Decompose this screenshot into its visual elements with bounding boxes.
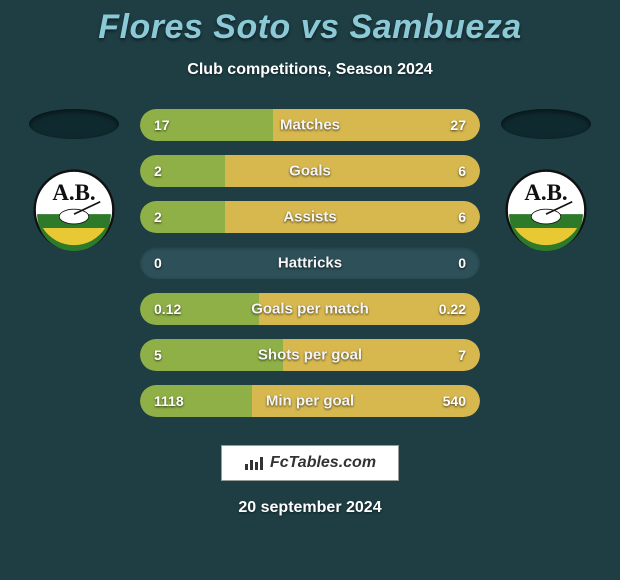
stat-row: 2 6 Goals [140,155,480,187]
stat-label: Goals per match [251,301,369,318]
stat-bar-right [225,201,480,233]
svg-text:A.B.: A.B. [52,180,95,205]
stat-value-right: 0.22 [439,301,466,317]
stat-value-left: 2 [154,209,162,225]
stat-value-right: 6 [458,163,466,179]
content-row: A.B. 17 27 Matches 2 6 Goals 2 6 Assists 0 0 Hattri… [0,109,620,417]
comparison-infographic: Flores Soto vs Sambueza Club competition… [0,0,620,580]
stat-bar-right [225,155,480,187]
stat-label: Matches [280,117,340,134]
stat-bar-left [140,201,225,233]
stat-value-left: 2 [154,163,162,179]
svg-text:A.B.: A.B. [524,180,567,205]
stat-value-right: 6 [458,209,466,225]
stat-value-left: 1118 [154,393,184,409]
player-ellipse-right [501,109,591,139]
stat-row: 17 27 Matches [140,109,480,141]
stat-label: Hattricks [278,255,342,272]
club-logo-right: A.B. [505,169,587,251]
stat-value-right: 0 [458,255,466,271]
page-title: Flores Soto vs Sambueza [98,8,521,47]
stat-value-right: 540 [443,393,466,409]
stat-label: Min per goal [266,393,354,410]
stat-row: 2 6 Assists [140,201,480,233]
stat-label: Assists [283,209,336,226]
player-ellipse-left [29,109,119,139]
chart-icon [244,455,264,471]
stat-row: 0 0 Hattricks [140,247,480,279]
right-player-column: A.B. [496,109,596,251]
stat-row: 5 7 Shots per goal [140,339,480,371]
date-text: 20 september 2024 [238,499,381,517]
attribution-text: FcTables.com [270,454,376,472]
stat-value-left: 0.12 [154,301,181,317]
stat-value-left: 5 [154,347,162,363]
stat-value-left: 0 [154,255,162,271]
stat-value-right: 7 [458,347,466,363]
stat-value-left: 17 [154,117,170,133]
club-logo-left: A.B. [33,169,115,251]
stat-bar-left [140,155,225,187]
stats-bars: 17 27 Matches 2 6 Goals 2 6 Assists 0 0 Hattricks 0.… [140,109,480,417]
attribution-box: FcTables.com [221,445,399,481]
stat-value-right: 27 [450,117,466,133]
left-player-column: A.B. [24,109,124,251]
stat-row: 0.12 0.22 Goals per match [140,293,480,325]
stat-label: Goals [289,163,331,180]
stat-row: 1118 540 Min per goal [140,385,480,417]
subtitle: Club competitions, Season 2024 [187,61,432,79]
stat-label: Shots per goal [258,347,362,364]
